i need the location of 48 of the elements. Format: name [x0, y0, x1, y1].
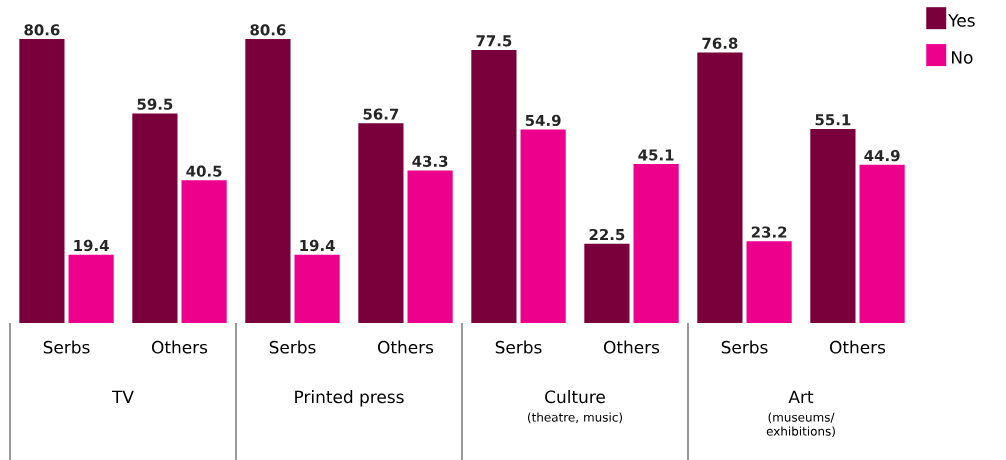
data-label: 76.8 — [702, 37, 738, 49]
bar — [407, 170, 453, 323]
x-tick-label: Serbs — [721, 340, 768, 354]
bar — [810, 128, 856, 323]
data-label: 23.2 — [751, 226, 787, 238]
data-label: 55.1 — [815, 114, 851, 126]
data-label: 43.3 — [412, 155, 448, 167]
text: Culture — [545, 389, 605, 403]
bar — [633, 163, 679, 323]
x-tick-label: Serbs — [495, 340, 542, 354]
x-tick-label: Serbs — [43, 340, 90, 354]
text: (theatre, music) — [527, 412, 623, 423]
bar — [245, 38, 291, 323]
bar — [358, 123, 404, 323]
bar — [520, 129, 566, 323]
data-label: 54.9 — [525, 114, 561, 126]
data-label: 59.5 — [137, 98, 173, 110]
legend-label: No — [952, 50, 973, 64]
data-label: 44.9 — [864, 149, 900, 162]
bar — [859, 164, 905, 323]
bar — [584, 243, 630, 323]
x-tick-label: Others — [378, 340, 434, 354]
data-label: 19.4 — [74, 239, 109, 251]
text: (museums/ exhibitions) — [766, 412, 835, 437]
bar — [181, 180, 227, 323]
data-label: 80.6 — [250, 24, 286, 36]
data-label: 22.5 — [589, 228, 625, 240]
bar — [132, 113, 178, 323]
x-tick-label: Others — [604, 340, 660, 354]
data-label: 45.1 — [638, 149, 674, 161]
data-label: 19.4 — [300, 239, 335, 251]
x-tick-label: Others — [152, 340, 208, 354]
data-label: 56.7 — [363, 108, 399, 120]
x-tick-label: Serbs — [269, 340, 316, 354]
text: Art — [788, 390, 814, 403]
data-label: 77.5 — [476, 35, 512, 47]
bar — [471, 49, 517, 323]
text: Printed press — [295, 389, 404, 407]
legend-label: Yes — [948, 14, 975, 27]
x-tick-label: Others — [830, 340, 886, 354]
bar — [68, 254, 114, 323]
data-label: 40.5 — [186, 165, 222, 177]
bar — [746, 241, 792, 323]
bar — [294, 254, 340, 323]
bar — [697, 52, 743, 323]
text: TV — [112, 390, 134, 403]
data-label: 80.6 — [24, 24, 60, 36]
bar — [19, 38, 65, 323]
